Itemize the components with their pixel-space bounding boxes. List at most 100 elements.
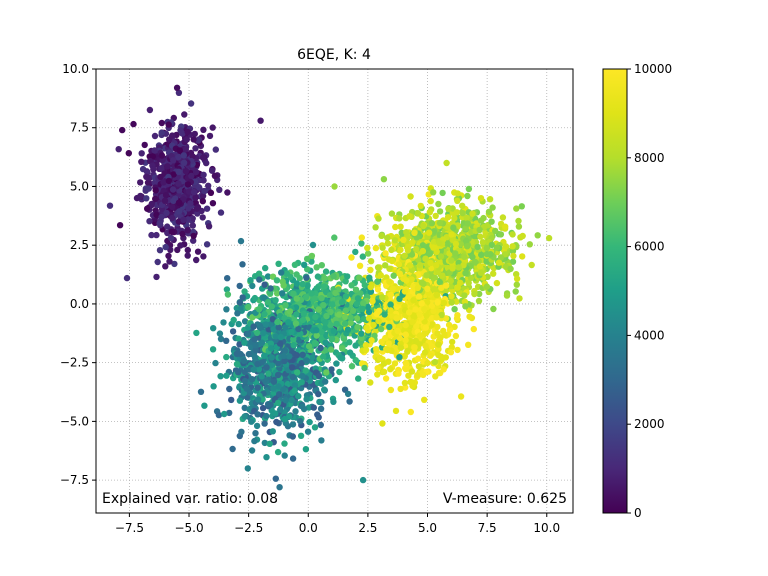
scatter-point — [270, 326, 277, 333]
scatter-point — [261, 310, 268, 318]
y-tick-label: −7.5 — [60, 473, 89, 487]
scatter-point — [359, 253, 366, 260]
scatter-point — [299, 403, 306, 410]
scatter-point — [291, 382, 299, 389]
scatter-point — [261, 352, 268, 359]
scatter-point — [352, 357, 359, 364]
scatter-point — [175, 168, 182, 175]
scatter-point — [327, 321, 334, 328]
scatter-point — [224, 275, 231, 282]
scatter-point — [146, 218, 153, 225]
colorbar-tick-label: 8000 — [634, 151, 665, 165]
scatter-point — [145, 185, 152, 192]
scatter-point — [438, 353, 445, 360]
scatter-point — [437, 253, 445, 260]
scatter-point — [233, 350, 240, 357]
scatter-point — [165, 177, 173, 185]
scatter-point — [290, 336, 297, 343]
scatter-point — [433, 291, 440, 299]
scatter-point — [314, 273, 322, 280]
scatter-point — [264, 298, 272, 306]
scatter-point — [253, 329, 261, 337]
scatter-point — [224, 189, 231, 196]
scatter-point — [509, 231, 516, 238]
scatter-point — [475, 297, 483, 305]
scatter-point — [193, 256, 200, 264]
scatter-point — [430, 244, 437, 251]
scatter-point — [352, 342, 359, 349]
scatter-point — [430, 307, 437, 314]
scatter-point — [414, 372, 421, 379]
scatter-point — [154, 258, 161, 266]
scatter-point — [143, 173, 150, 180]
scatter-point — [235, 320, 242, 328]
scatter-point — [313, 264, 320, 271]
scatter-point — [151, 132, 159, 140]
explained-variance-annotation: Explained var. ratio: 0.08 — [102, 491, 278, 507]
scatter-point — [205, 182, 212, 189]
scatter-point — [392, 223, 399, 231]
scatter-point — [143, 195, 150, 202]
scatter-point — [403, 277, 410, 284]
scatter-point — [267, 345, 275, 352]
scatter-point — [274, 318, 281, 326]
scatter-point — [323, 312, 330, 320]
scatter-point — [263, 364, 270, 371]
scatter-point — [477, 217, 485, 224]
scatter-point — [310, 404, 317, 411]
scatter-point — [263, 454, 270, 461]
scatter-point — [179, 230, 186, 238]
scatter-point — [342, 293, 350, 300]
scatter-point — [197, 388, 205, 395]
scatter-point — [406, 262, 414, 269]
scatter-point — [397, 246, 404, 254]
scatter-point — [507, 265, 514, 272]
scatter-point — [387, 307, 394, 314]
scatter-point — [424, 285, 431, 292]
scatter-point — [174, 246, 181, 254]
scatter-point — [315, 372, 323, 380]
scatter-point — [457, 279, 464, 286]
scatter-point — [406, 213, 413, 220]
scatter-point — [490, 305, 497, 313]
scatter-point — [166, 258, 173, 265]
scatter-point — [397, 385, 404, 393]
scatter-point — [184, 128, 191, 136]
scatter-point — [374, 286, 382, 293]
scatter-point — [342, 320, 349, 327]
scatter-point — [415, 363, 423, 370]
scatter-point — [436, 278, 443, 286]
scatter-point — [359, 476, 367, 484]
scatter-point — [393, 315, 400, 322]
scatter-point — [161, 197, 169, 204]
scatter-point — [433, 314, 440, 321]
scatter-point — [370, 321, 377, 329]
scatter-point — [348, 282, 355, 289]
x-tick-label: 2.5 — [358, 521, 377, 535]
scatter-point — [358, 240, 365, 247]
scatter-point — [236, 397, 244, 404]
scatter-point — [360, 300, 367, 307]
scatter-point — [377, 325, 385, 333]
scatter-point — [332, 289, 339, 297]
scatter-point — [322, 339, 329, 346]
scatter-point — [256, 276, 263, 283]
scatter-point — [430, 189, 437, 196]
scatter-point — [184, 227, 191, 234]
scatter-point — [187, 100, 195, 107]
scatter-point — [282, 347, 289, 355]
scatter-point — [148, 231, 155, 239]
scatter-point — [169, 132, 176, 139]
scatter-point — [464, 243, 471, 250]
scatter-point — [379, 420, 386, 427]
scatter-point — [286, 353, 293, 360]
scatter-point — [171, 260, 178, 268]
scatter-point — [367, 283, 374, 291]
scatter-point — [209, 124, 216, 131]
scatter-point — [282, 397, 289, 404]
scatter-point — [275, 383, 282, 390]
scatter-point — [436, 239, 443, 247]
scatter-point — [426, 250, 433, 257]
scatter-point — [200, 253, 207, 260]
